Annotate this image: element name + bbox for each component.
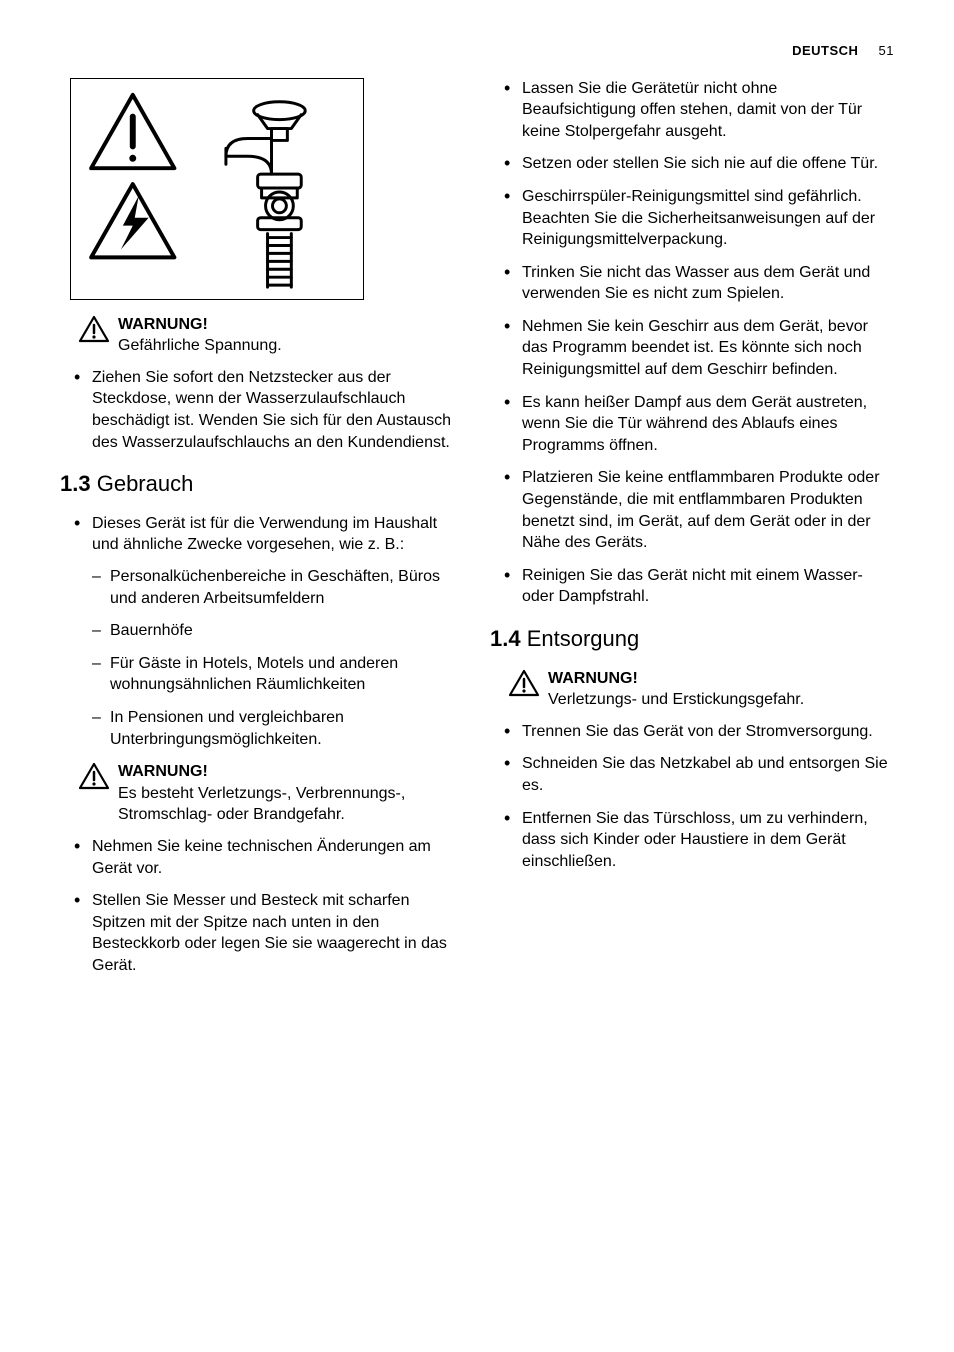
warning-triangle-icon xyxy=(78,762,112,797)
section-number: 1.3 xyxy=(60,471,91,496)
warning-block-disposal: WARNUNG! Verletzungs- und Erstickungsgef… xyxy=(508,668,894,711)
warning-title: WARNUNG! xyxy=(118,314,464,336)
figure-voltage-tap xyxy=(70,78,364,300)
list-item: Dieses Gerät ist für die Verwendung im H… xyxy=(74,513,464,750)
list-item: Stellen Sie Messer und Besteck mit schar… xyxy=(74,890,464,976)
list-item: Geschirrspüler-Reinigungsmittel sind gef… xyxy=(504,186,894,251)
bullets-after-warning1: Ziehen Sie sofort den Netzstecker aus de… xyxy=(74,367,464,453)
section-heading-1-4: 1.4 Entsorgung xyxy=(490,624,894,654)
list-item: Trennen Sie das Gerät von der Stromverso… xyxy=(504,721,894,743)
bullets-1-4: Trennen Sie das Gerät von der Stromverso… xyxy=(504,721,894,873)
warning-text: WARNUNG! Gefährliche Spannung. xyxy=(118,314,464,357)
warning-block-injury: WARNUNG! Es besteht Verletzungs-, Verbre… xyxy=(78,761,464,826)
page-header: DEUTSCH 51 xyxy=(60,42,894,60)
warning-body: Es besteht Verletzungs-, Verbrennungs-, … xyxy=(118,783,464,826)
column-left: WARNUNG! Gefährliche Spannung. Ziehen Si… xyxy=(60,78,464,988)
column-right: Lassen Sie die Gerätetür nicht ohne Beau… xyxy=(490,78,894,988)
bullets-1-3-b: Nehmen Sie keine technischen Änderungen … xyxy=(74,836,464,977)
list-item: Platzieren Sie keine entflammbaren Produ… xyxy=(504,467,894,553)
list-item: Nehmen Sie kein Geschirr aus dem Gerät, … xyxy=(504,316,894,381)
list-item: Trinken Sie nicht das Wasser aus dem Ger… xyxy=(504,262,894,305)
bullets-1-3-c: Lassen Sie die Gerätetür nicht ohne Beau… xyxy=(504,78,894,608)
section-number: 1.4 xyxy=(490,626,521,651)
warning-body: Verletzungs- und Erstickungsgefahr. xyxy=(548,689,894,711)
warning-triangle-icon xyxy=(78,315,112,350)
list-item: Ziehen Sie sofort den Netzstecker aus de… xyxy=(74,367,464,453)
warning-title: WARNUNG! xyxy=(118,761,464,783)
content-columns: WARNUNG! Gefährliche Spannung. Ziehen Si… xyxy=(60,78,894,988)
warning-body: Gefährliche Spannung. xyxy=(118,335,464,357)
section-title: Gebrauch xyxy=(97,471,194,496)
dash-list: Personalküchenbereiche in Geschäften, Bü… xyxy=(92,566,464,750)
warning-text: WARNUNG! Es besteht Verletzungs-, Verbre… xyxy=(118,761,464,826)
list-item: Nehmen Sie keine technischen Änderungen … xyxy=(74,836,464,879)
list-item: Setzen oder stellen Sie sich nie auf die… xyxy=(504,153,894,175)
section-heading-1-3: 1.3 Gebrauch xyxy=(60,469,464,499)
section-title: Entsorgung xyxy=(527,626,640,651)
list-item: Lassen Sie die Gerätetür nicht ohne Beau… xyxy=(504,78,894,143)
list-item: Schneiden Sie das Netzkabel ab und entso… xyxy=(504,753,894,796)
list-item: Entfernen Sie das Türschloss, um zu verh… xyxy=(504,808,894,873)
list-item: In Pensionen und vergleichbaren Unterbri… xyxy=(92,707,464,750)
bullets-1-3-intro: Dieses Gerät ist für die Verwendung im H… xyxy=(74,513,464,750)
list-item: Bauernhöfe xyxy=(92,620,464,642)
warning-triangle-icon xyxy=(508,669,542,704)
warning-text: WARNUNG! Verletzungs- und Erstickungsgef… xyxy=(548,668,894,711)
list-item: Für Gäste in Hotels, Motels und anderen … xyxy=(92,653,464,696)
header-lang: DEUTSCH xyxy=(792,43,858,58)
list-item: Personalküchenbereiche in Geschäften, Bü… xyxy=(92,566,464,609)
list-item: Reinigen Sie das Gerät nicht mit einem W… xyxy=(504,565,894,608)
list-item-text: Dieses Gerät ist für die Verwendung im H… xyxy=(92,515,437,554)
header-page-number: 51 xyxy=(879,43,894,58)
warning-title: WARNUNG! xyxy=(548,668,894,690)
warning-block-voltage: WARNUNG! Gefährliche Spannung. xyxy=(78,314,464,357)
list-item: Es kann heißer Dampf aus dem Gerät austr… xyxy=(504,392,894,457)
